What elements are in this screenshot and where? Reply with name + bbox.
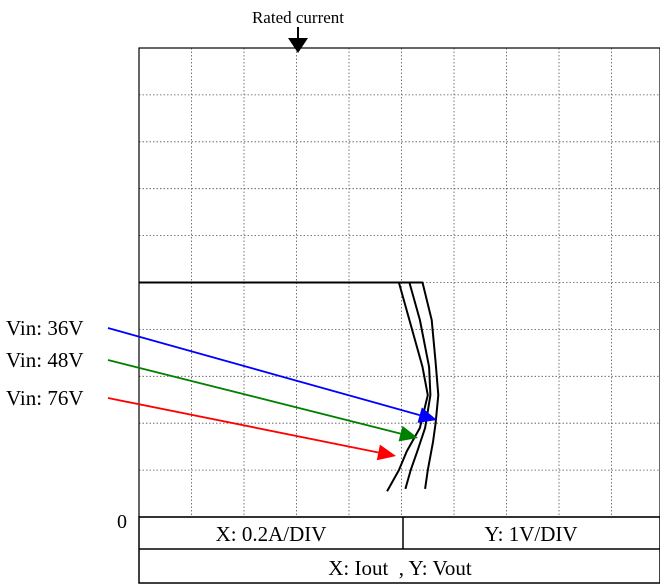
legend-arrow-head-0: [417, 407, 437, 423]
series-curve-0: [139, 281, 440, 490]
legend-label-2: Vin: 76V: [6, 386, 84, 410]
info-box: [138, 516, 660, 584]
y-scale-label: Y: 1V/DIV: [484, 522, 577, 546]
rated-current-arrow-head: [288, 38, 308, 53]
axes-label: X: Iout , Y: Vout: [328, 556, 472, 580]
legend-arrow-2: [107, 397, 379, 454]
origin-label: 0: [117, 511, 127, 533]
legend-arrow-head-2: [376, 444, 396, 461]
legend-label-0: Vin: 36V: [6, 316, 84, 340]
series-curve-2: [139, 281, 429, 492]
series-curve-1: [139, 281, 432, 490]
legend-arrow-head-1: [398, 425, 418, 442]
legend-arrow-0: [107, 327, 420, 417]
legend-label-1: Vin: 48V: [6, 348, 84, 372]
legend-arrow-1: [107, 359, 401, 435]
x-scale-label: X: 0.2A/DIV: [216, 522, 327, 546]
rated-current-label: Rated current: [252, 8, 344, 27]
